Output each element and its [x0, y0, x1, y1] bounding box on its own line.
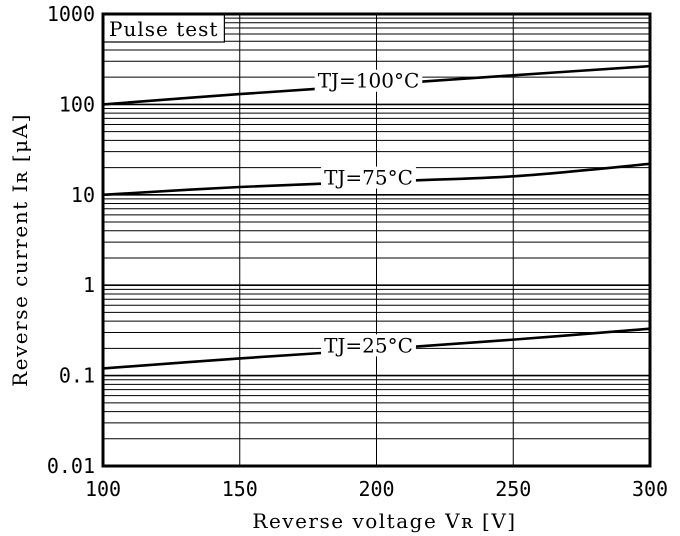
x-axis-title: Reverse voltage Vʀ [V]: [252, 509, 516, 533]
series-label-2: TJ=25°C: [324, 333, 413, 357]
y-tick-label: 1: [83, 273, 95, 297]
series-label-0: TJ=100°C: [318, 69, 420, 93]
x-tick-label: 250: [495, 477, 531, 501]
y-tick-label: 1000: [47, 2, 95, 26]
series-label-bg: [321, 166, 416, 189]
annotation: Pulse test: [102, 13, 225, 43]
annotation-box: [102, 13, 225, 43]
y-tick-label: 10: [71, 183, 95, 207]
series-label-bg: [314, 69, 423, 92]
y-tick-label: 100: [59, 92, 95, 116]
y-tick-label: 0.1: [59, 364, 95, 388]
series-label-1: TJ=75°C: [324, 166, 413, 190]
x-tick-label: 100: [85, 477, 121, 501]
tick-labels: 100 150 200 250 300 0.01 0.1 1 10 100 1000: [47, 2, 668, 501]
x-tick-label: 150: [222, 477, 258, 501]
series-labels: TJ=100°C TJ=75°C TJ=25°C: [314, 69, 423, 357]
x-tick-label: 200: [358, 477, 394, 501]
plot-border: [101, 12, 652, 468]
y-axis-title: Reverse current Iʀ [μA]: [8, 113, 32, 387]
x-tick-label: 300: [632, 477, 668, 501]
y-tick-label: 0.01: [47, 454, 95, 478]
plot-frame: [101, 12, 652, 468]
series-label-bg: [321, 334, 416, 357]
annotation-pulse-test: Pulse test: [109, 17, 218, 41]
axis-titles: Reverse voltage Vʀ [V] Reverse current Iʀ…: [8, 113, 516, 533]
